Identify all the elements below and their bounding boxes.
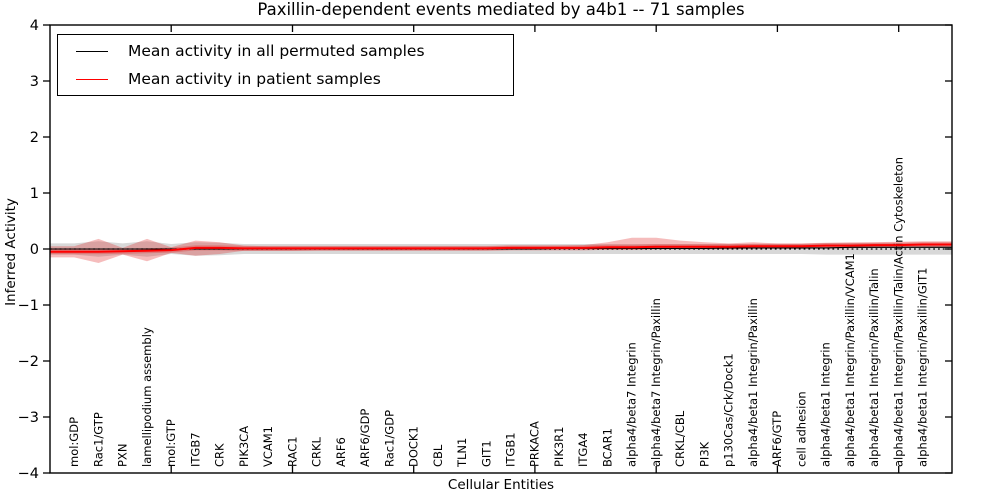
band-patient-std-outer xyxy=(50,237,952,263)
x-category-label: TLN1 xyxy=(455,438,469,468)
x-category-label: ARF6 xyxy=(334,437,348,467)
x-category-label: PIK3R1 xyxy=(552,427,566,468)
series-patient-mean xyxy=(50,243,952,253)
x-category-label: PXN xyxy=(116,444,130,467)
x-category-label: alpha4/beta1 Integrin/Paxillin/Talin xyxy=(867,268,881,467)
x-category-label: alpha4/beta7 Integrin xyxy=(625,342,639,467)
x-category-label: alpha4/beta1 Integrin/Paxillin xyxy=(746,298,760,467)
x-category-label: alpha4/beta7 Integrin/Paxillin xyxy=(649,298,663,467)
y-tick-label: 2 xyxy=(30,130,39,146)
x-category-label: alpha4/beta1 Integrin/Paxillin/Talin/Act… xyxy=(892,157,906,467)
x-category-label: PIK3CA xyxy=(237,426,251,467)
x-category-label: PRKACA xyxy=(528,421,542,467)
x-category-label: lamellipodium assembly xyxy=(140,327,154,467)
x-category-label: mol:GDP xyxy=(67,417,81,467)
x-axis-label: Cellular Entities xyxy=(447,477,555,493)
x-category-label: ITGB7 xyxy=(188,432,202,467)
x-category-label: CRKL/CBL xyxy=(673,410,687,467)
y-tick-label: −1 xyxy=(18,298,39,314)
legend-label-permuted: Mean activity in all permuted samples xyxy=(128,42,425,60)
x-category-label: ARF6/GTP xyxy=(770,411,784,467)
y-axis-label: Inferred Activity xyxy=(3,198,19,306)
x-category-label: GIT1 xyxy=(479,440,493,467)
y-tick-label: −2 xyxy=(18,354,39,370)
y-tick-label: −3 xyxy=(18,410,39,426)
y-tick-label: −4 xyxy=(18,466,39,482)
x-category-label: RAC1 xyxy=(285,436,299,467)
x-category-label: cell adhesion xyxy=(795,391,809,467)
x-category-label: Rac1/GDP xyxy=(382,410,396,467)
x-category-label: p130Cas/Crk/Dock1 xyxy=(722,353,736,467)
chart-title: Paxillin-dependent events mediated by a4… xyxy=(257,0,745,19)
x-category-label: VCAM1 xyxy=(261,426,275,467)
legend-item-permuted: Mean activity in all permuted samples xyxy=(58,40,513,62)
x-category-label: alpha4/beta1 Integrin/Paxillin/VCAM1 xyxy=(843,253,857,467)
legend-line-permuted-icon xyxy=(76,50,108,52)
x-category-label: CRK xyxy=(213,443,227,467)
x-category-label: ARF6/GDP xyxy=(358,409,372,467)
x-category-label: Rac1/GTP xyxy=(91,412,105,467)
y-tick-label: 3 xyxy=(30,74,39,90)
x-category-label: PI3K xyxy=(698,441,712,467)
legend: Mean activity in all permuted samples Me… xyxy=(57,34,514,96)
legend-line-patient-icon xyxy=(76,78,108,80)
y-tick-label: 4 xyxy=(30,18,39,34)
x-category-label: mol:GTP xyxy=(164,419,178,467)
x-category-label: CBL xyxy=(431,444,445,467)
x-category-label: alpha4/beta1 Integrin xyxy=(819,342,833,467)
x-category-label: BCAR1 xyxy=(601,428,615,467)
x-category-label: alpha4/beta1 Integrin/Paxillin/GIT1 xyxy=(916,268,930,467)
x-category-label: CRKL xyxy=(310,436,324,467)
legend-item-patient: Mean activity in patient samples xyxy=(58,68,513,90)
y-tick-label: 0 xyxy=(30,242,39,258)
y-tick-label: 1 xyxy=(30,186,39,202)
x-category-label: ITGA4 xyxy=(576,432,590,467)
x-category-label: DOCK1 xyxy=(407,426,421,467)
legend-label-patient: Mean activity in patient samples xyxy=(128,70,381,88)
x-category-label: ITGB1 xyxy=(504,432,518,467)
